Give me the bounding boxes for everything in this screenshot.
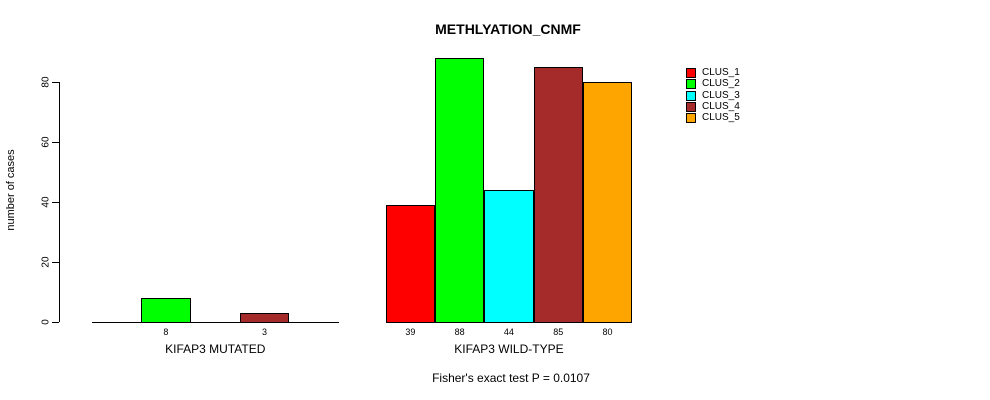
y-axis-tick: [52, 322, 59, 323]
y-axis-tick-label: 60: [40, 136, 52, 148]
legend-label: CLUS_1: [702, 67, 740, 78]
y-axis-tick: [52, 82, 59, 83]
bar-value-label: 80: [602, 327, 613, 337]
bar-value-label: 3: [262, 327, 268, 337]
legend-swatch-CLUS_1: [686, 68, 696, 78]
group-label: KIFAP3 WILD-TYPE: [454, 342, 564, 356]
bar-CLUS_4: [239, 313, 290, 323]
y-axis-tick-label: 40: [40, 196, 52, 208]
group-baseline: [92, 322, 339, 323]
y-axis-tick: [52, 262, 59, 263]
chart-caption: Fisher's exact test P = 0.0107: [432, 371, 590, 385]
y-axis-tick-label: 0: [40, 319, 52, 325]
y-axis-tick: [52, 142, 59, 143]
bar-value-label: 85: [553, 327, 564, 337]
bar-CLUS_2: [435, 58, 485, 323]
legend-swatch-CLUS_3: [686, 90, 696, 101]
bar-CLUS_3: [484, 190, 534, 323]
legend-swatch-CLUS_4: [686, 101, 696, 112]
bar-value-label: 44: [503, 327, 514, 337]
y-axis-tick: [52, 202, 59, 203]
legend-swatch-CLUS_5: [686, 113, 696, 124]
bar-value-label: 8: [163, 327, 169, 337]
legend-label: CLUS_4: [702, 100, 740, 112]
bar-value-label: 88: [454, 327, 465, 337]
bar-CLUS_4: [533, 67, 583, 323]
chart-title: METHLYATION_CNMF: [435, 21, 581, 37]
bar-CLUS_2: [141, 298, 191, 323]
legend-label: CLUS_2: [702, 78, 740, 90]
y-axis-tick-label: 80: [40, 76, 52, 88]
bar-value-label: 39: [405, 327, 416, 337]
legend-swatch-CLUS_2: [686, 79, 696, 90]
y-axis-line: [59, 82, 60, 322]
y-axis-tick-label: 20: [40, 256, 52, 268]
y-axis-label: number of cases: [5, 149, 17, 231]
legend-label: CLUS_3: [702, 89, 740, 101]
legend-label: CLUS_5: [702, 112, 740, 124]
group-label: KIFAP3 MUTATED: [165, 342, 266, 356]
bar-CLUS_1: [385, 205, 435, 323]
bar-CLUS_5: [582, 82, 633, 323]
